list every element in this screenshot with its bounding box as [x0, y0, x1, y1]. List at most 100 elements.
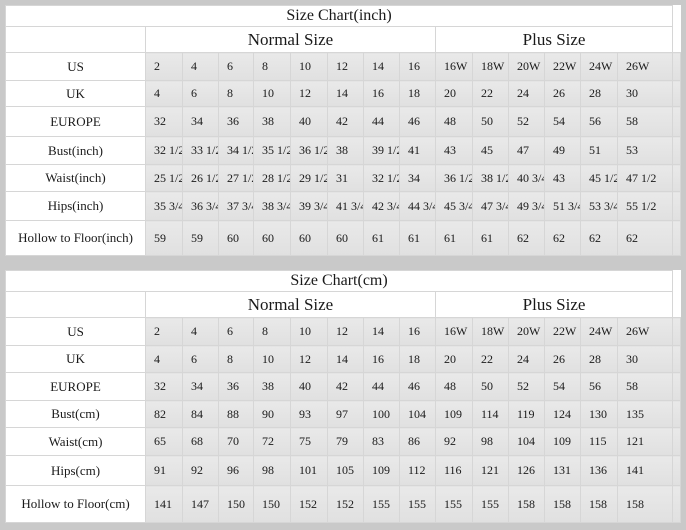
size-value-cell: 52 [508, 372, 545, 401]
size-value-cell: 12 [290, 345, 328, 373]
size-value-cell: 30 [616, 345, 674, 373]
size-value-cell: 4 [145, 80, 183, 107]
size-value-cell: 18 [399, 80, 436, 107]
title-row: Size Chart(inch) [4, 5, 681, 27]
size-value-cell: 61 [435, 220, 473, 256]
plus-size-header: Plus Size [434, 291, 674, 318]
size-value-cell: 100 [363, 400, 400, 428]
size-value-cell: 32 1/2 [145, 136, 183, 165]
row-label: Waist(cm) [5, 427, 146, 456]
size-value-cell: 10 [253, 80, 291, 107]
table-row: Hips(cm) 91 92 96 98 101 105 109 112 116 121 126 131… [5, 455, 681, 486]
size-value-cell: 52 [508, 106, 545, 137]
row-label: UK [5, 80, 146, 107]
empty-cell [672, 427, 681, 456]
size-value-cell: 105 [327, 455, 364, 486]
size-value-cell: 124 [544, 400, 581, 428]
size-value-cell: 158 [616, 485, 674, 523]
size-value-cell: 8 [253, 317, 291, 346]
table-row: US 2 4 6 8 10 12 14 16 16W 18W 20W 22W 24W 26W [5, 52, 681, 81]
size-value-cell: 40 [290, 372, 328, 401]
size-value-cell: 46 [399, 372, 436, 401]
row-label: UK [5, 345, 146, 373]
size-value-cell: 158 [580, 485, 618, 523]
size-value-cell: 60 [218, 220, 254, 256]
size-value-cell: 98 [472, 427, 509, 456]
normal-size-header: Normal Size [145, 291, 436, 318]
size-value-cell: 6 [182, 345, 219, 373]
size-value-cell: 48 [435, 372, 473, 401]
table-row: Hips(inch)35 3/436 3/437 3/438 3/439 3/4… [5, 191, 681, 221]
size-value-cell: 43 [544, 164, 581, 192]
table-row: UK 4 6 8 10 12 14 16 18 20 22 24 26 28 30 [5, 345, 681, 373]
size-value-cell: 20W [508, 52, 545, 81]
size-value-cell: 91 [145, 455, 183, 486]
size-value-cell: 39 1/2 [363, 136, 400, 165]
size-value-cell: 158 [544, 485, 581, 523]
blank-cell [5, 26, 146, 53]
size-value-cell: 150 [253, 485, 291, 523]
size-value-cell: 92 [182, 455, 219, 486]
size-value-cell: 16 [399, 52, 436, 81]
size-value-cell: 47 3/4 [472, 191, 509, 221]
empty-cell [672, 106, 681, 137]
size-value-cell: 155 [363, 485, 400, 523]
size-value-cell: 34 [182, 372, 219, 401]
size-value-cell: 31 [327, 164, 364, 192]
size-value-cell: 8 [218, 80, 254, 107]
size-value-cell: 53 [616, 136, 674, 165]
size-value-cell: 32 [145, 106, 183, 137]
size-value-cell: 25 1/2 [145, 164, 183, 192]
table-row: EUROPE 32 34 36 38 40 42 44 46 48 50 52 54 56 58 [5, 372, 681, 401]
size-value-cell: 112 [399, 455, 436, 486]
size-value-cell: 131 [544, 455, 581, 486]
size-value-cell: 26W [616, 317, 674, 346]
size-value-cell: 22 [472, 80, 509, 107]
table-row: Hollow to Floor(inch) 59 59 60 60 60 60 61 61 61 6… [5, 220, 681, 256]
size-value-cell: 18W [472, 317, 509, 346]
size-value-cell: 62 [580, 220, 618, 256]
empty-cell [672, 317, 681, 346]
size-value-cell: 158 [508, 485, 545, 523]
row-label: Bust(inch) [5, 136, 146, 165]
size-value-cell: 42 3/4 [363, 191, 400, 221]
size-value-cell: 65 [145, 427, 183, 456]
size-value-cell: 41 3/4 [327, 191, 364, 221]
row-label: Hollow to Floor(inch) [5, 220, 146, 256]
size-value-cell: 28 [580, 345, 618, 373]
empty-cell [672, 191, 681, 221]
size-value-cell: 45 3/4 [435, 191, 473, 221]
size-value-cell: 12 [327, 317, 364, 346]
size-table: Size Chart(inch) Normal Size Plus Size US 2 4… [4, 5, 681, 256]
size-value-cell: 152 [327, 485, 364, 523]
row-label: EUROPE [5, 372, 146, 401]
size-value-cell: 38 [327, 136, 364, 165]
empty-cell [672, 52, 681, 81]
table-row: Bust(inch)32 1/233 1/234 1/235 1/236 1/2… [5, 136, 681, 165]
plus-size-header: Plus Size [434, 26, 674, 53]
size-value-cell: 34 1/2 [218, 136, 254, 165]
size-value-cell: 35 3/4 [145, 191, 183, 221]
size-value-cell: 10 [290, 317, 328, 346]
size-value-cell: 56 [580, 106, 618, 137]
size-value-cell: 43 [435, 136, 473, 165]
normal-size-header: Normal Size [145, 26, 436, 53]
size-value-cell: 61 [363, 220, 400, 256]
empty-cell [672, 80, 681, 107]
size-value-cell: 24W [580, 52, 618, 81]
size-value-cell: 61 [472, 220, 509, 256]
empty-cell [672, 400, 681, 428]
size-value-cell: 84 [182, 400, 219, 428]
size-value-cell: 27 1/2 [218, 164, 254, 192]
size-value-cell: 36 [218, 372, 254, 401]
size-value-cell: 26W [616, 52, 674, 81]
size-value-cell: 47 [508, 136, 545, 165]
size-value-cell: 61 [399, 220, 436, 256]
size-value-cell: 14 [327, 80, 364, 107]
size-value-cell: 10 [253, 345, 291, 373]
size-value-cell: 68 [182, 427, 219, 456]
row-label: Bust(cm) [5, 400, 146, 428]
size-value-cell: 12 [327, 52, 364, 81]
size-value-cell: 86 [399, 427, 436, 456]
size-table: Size Chart(cm) Normal Size Plus Size US 2 4 6 8… [4, 270, 681, 523]
